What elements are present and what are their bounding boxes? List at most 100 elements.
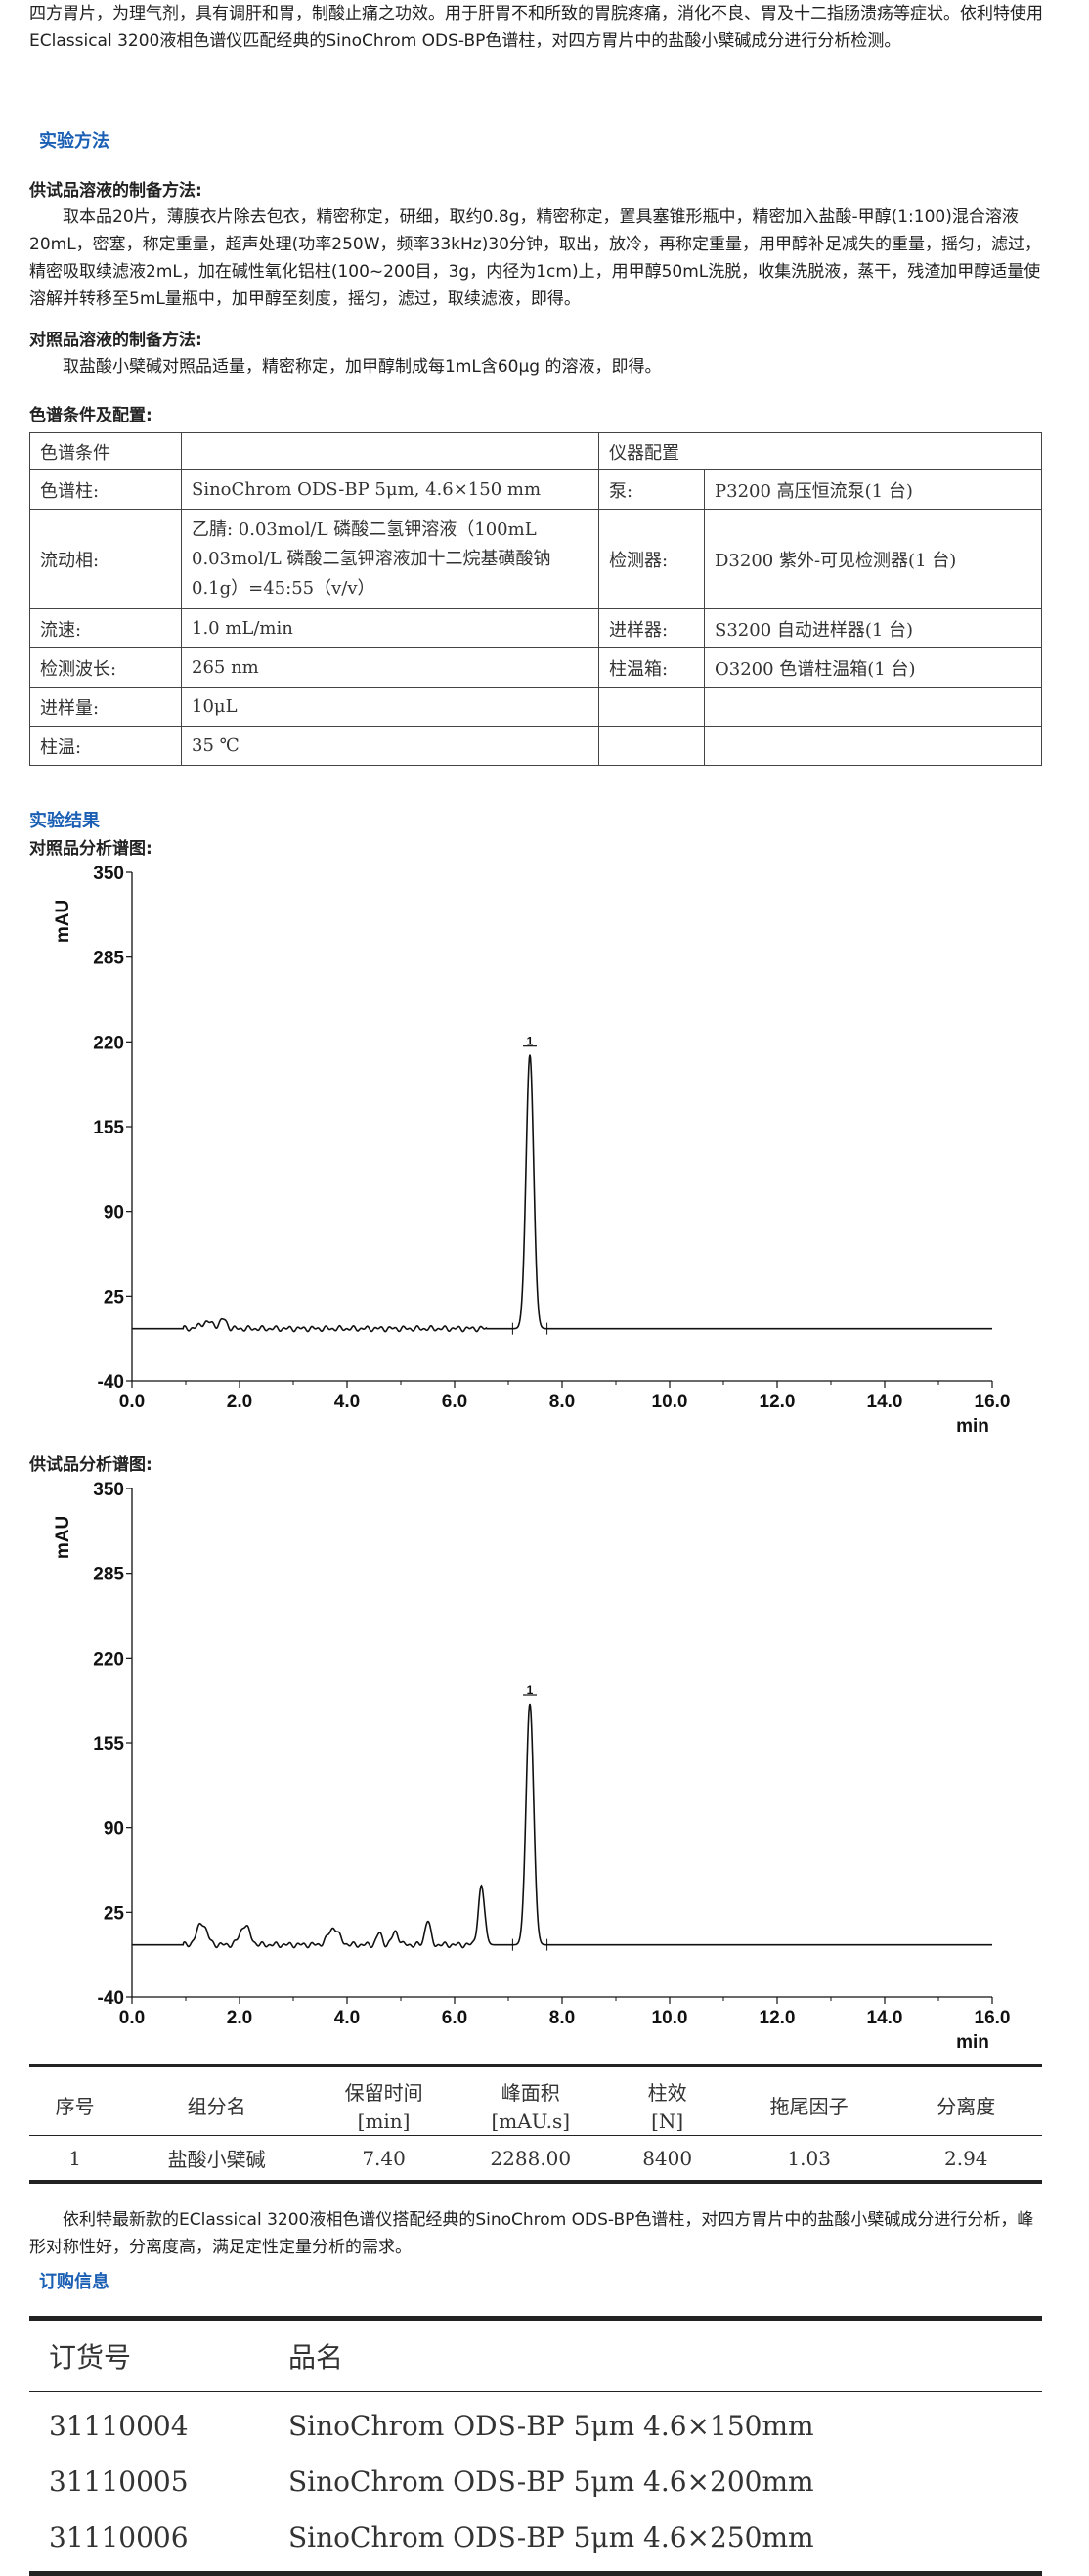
y-tick-label: -40 — [98, 1372, 124, 1393]
conditions-row: 流动相: 乙腈: 0.03mol/L 磷酸二氢钾溶液（100mL 0.03mol… — [29, 509, 1042, 609]
table-row: 1 盐酸小檗碱 7.40 2288.00 8400 1.03 2.94 — [29, 2135, 1042, 2182]
conditions-heading: 色谱条件及配置: — [29, 406, 152, 425]
x-tick-label: 0.0 — [119, 2008, 145, 2028]
instrument-key — [598, 726, 705, 766]
instrument-value: P3200 高压恒流泵(1 台) — [704, 469, 1042, 510]
x-axis-label: min — [956, 1416, 989, 1437]
x-tick-label: 2.0 — [227, 1392, 252, 1412]
x-tick-label: 2.0 — [227, 2008, 252, 2028]
sample-prep-heading: 供试品溶液的制备方法: — [29, 181, 202, 200]
results-header: 保留时间 — [344, 2081, 423, 2105]
sample-chart-heading: 供试品分析谱图: — [29, 1455, 152, 1475]
order-number: 31110005 — [49, 2465, 189, 2498]
results-header: 峰面积 — [501, 2081, 560, 2105]
product-name: SinoChrom ODS-BP 5μm 4.6×150mm — [288, 2410, 814, 2442]
instrument-value: O3200 色谱柱温箱(1 台) — [704, 647, 1042, 688]
table-row: 31110004 SinoChrom ODS-BP 5μm 4.6×150mm — [29, 2392, 1042, 2455]
condition-value: SinoChrom ODS-BP 5μm, 4.6×150 mm — [181, 469, 599, 510]
table-cell: 2.94 — [890, 2135, 1042, 2182]
order-number: 31110006 — [49, 2521, 189, 2554]
conditions-table: 色谱条件 仪器配置 色谱柱: SinoChrom ODS-BP 5μm, 4.6… — [29, 432, 1042, 766]
y-tick-label: 285 — [93, 1565, 124, 1585]
y-tick-label: 155 — [93, 1118, 124, 1138]
instrument-key: 检测器: — [598, 509, 705, 609]
method-heading: 实验方法 — [39, 131, 109, 152]
x-axis-label: min — [956, 2032, 989, 2053]
table-cell: 1.03 — [727, 2135, 891, 2182]
y-axis-label: mAU — [53, 900, 73, 943]
y-tick-label: -40 — [98, 1988, 124, 2009]
order-heading: 订购信息 — [39, 2272, 109, 2292]
ref-chart-heading: 对照品分析谱图: — [29, 839, 152, 859]
peak-label: 1 — [527, 1035, 534, 1048]
y-axis-label: mAU — [53, 1516, 73, 1559]
table-cell: 1 — [29, 2135, 121, 2182]
y-tick-label: 220 — [93, 1649, 124, 1669]
instrument-value — [704, 726, 1042, 766]
conditions-row: 检测波长: 265 nm 柱温箱: O3200 色谱柱温箱(1 台) — [29, 647, 1042, 688]
condition-value: 10μL — [181, 687, 599, 727]
conditions-row: 流速: 1.0 mL/min 进样器: S3200 自动进样器(1 台) — [29, 608, 1042, 648]
condition-value: 35 ℃ — [181, 726, 599, 766]
x-tick-label: 14.0 — [867, 1392, 903, 1412]
chromatogram-trace-1 — [132, 1703, 992, 1949]
instrument-key: 柱温箱: — [598, 647, 705, 688]
y-tick-label: 90 — [104, 1819, 124, 1840]
x-tick-label: 6.0 — [442, 2008, 467, 2028]
chromatogram-trace-0 — [132, 1054, 992, 1333]
instrument-key — [598, 687, 705, 727]
sample-chromatogram: -40 25 90 155 220 285 350 0.0 2.0 4.0 6.0 8.0 10.0 12… — [53, 1480, 1010, 2053]
y-tick-label: 25 — [104, 1903, 125, 1924]
table-cell: 2288.00 — [455, 2135, 607, 2182]
condition-value: 乙腈: 0.03mol/L 磷酸二氢钾溶液（100mL 0.03mol/L 磷酸… — [181, 509, 599, 609]
order-header: 品名 — [269, 2318, 1042, 2392]
y-tick-label: 220 — [93, 1033, 124, 1053]
results-header: 组分名 — [187, 2095, 246, 2118]
instrument-value: S3200 自动进样器(1 台) — [704, 608, 1042, 648]
results-header-row: 序号 组分名 保留时间 峰面积 柱效 拖尾因子 分离度 — [29, 2065, 1042, 2118]
x-tick-label: 16.0 — [975, 1392, 1011, 1412]
results-header: 序号 — [55, 2095, 95, 2118]
condition-key: 流速: — [29, 608, 182, 648]
instrument-key: 进样器: — [598, 608, 705, 648]
results-units-row: [min] [mAU.s] [N] — [29, 2108, 1042, 2136]
instrument-value — [704, 687, 1042, 727]
table-row: 31110005 SinoChrom ODS-BP 5μm 4.6×200mm — [29, 2454, 1042, 2509]
results-unit: [min] — [357, 2110, 411, 2133]
ref-prep-text: 取盐酸小檗碱对照品适量，精密称定，加甲醇制成每1mL含60μg 的溶液，即得。 — [63, 357, 662, 377]
y-tick-label: 350 — [93, 1480, 124, 1500]
conditions-row: 进样量: 10μL — [29, 687, 1042, 727]
conditions-row: 柱温: 35 ℃ — [29, 726, 1042, 766]
condition-value: 1.0 mL/min — [181, 608, 599, 648]
order-number: 31110004 — [49, 2410, 189, 2442]
condition-key: 检测波长: — [29, 647, 182, 688]
x-tick-label: 10.0 — [652, 1392, 688, 1412]
table-row: 31110006 SinoChrom ODS-BP 5μm 4.6×250mm — [29, 2509, 1042, 2574]
conditions-header-row: 色谱条件 仪器配置 — [29, 432, 1042, 470]
results-unit: [N] — [651, 2110, 684, 2133]
conditions-row: 色谱柱: SinoChrom ODS-BP 5μm, 4.6×150 mm 泵:… — [29, 469, 1042, 510]
product-name: SinoChrom ODS-BP 5μm 4.6×200mm — [288, 2465, 814, 2498]
results-header: 分离度 — [937, 2095, 996, 2118]
x-tick-label: 0.0 — [119, 1392, 145, 1412]
results-heading: 实验结果 — [29, 811, 100, 831]
y-tick-label: 25 — [104, 1287, 125, 1308]
conclusion-paragraph: 依利特最新款的EClassical 3200液相色谱仪搭配经典的SinoChro… — [29, 2210, 1034, 2257]
x-tick-label: 6.0 — [442, 1392, 467, 1412]
ref-prep-heading: 对照品溶液的制备方法: — [29, 331, 202, 350]
table-cell: 8400 — [606, 2135, 728, 2182]
y-tick-label: 90 — [104, 1203, 124, 1223]
x-tick-label: 14.0 — [867, 2008, 903, 2028]
condition-key: 柱温: — [29, 726, 182, 766]
x-tick-label: 4.0 — [334, 1392, 360, 1412]
x-tick-label: 4.0 — [334, 2008, 360, 2028]
condition-key: 进样量: — [29, 687, 182, 727]
y-tick-label: 350 — [93, 864, 124, 884]
y-tick-label: 155 — [93, 1734, 124, 1754]
conditions-header-left: 色谱条件 — [29, 432, 182, 470]
y-tick-label: 285 — [93, 949, 124, 969]
x-tick-label: 8.0 — [549, 1392, 575, 1412]
x-tick-label: 10.0 — [652, 2008, 688, 2028]
table-cell: 盐酸小檗碱 — [120, 2135, 314, 2182]
reference-chromatogram: -40 25 90 155 220 285 350 0.0 2.0 4.0 6.0 8.0 10.0 12… — [53, 864, 1011, 1437]
